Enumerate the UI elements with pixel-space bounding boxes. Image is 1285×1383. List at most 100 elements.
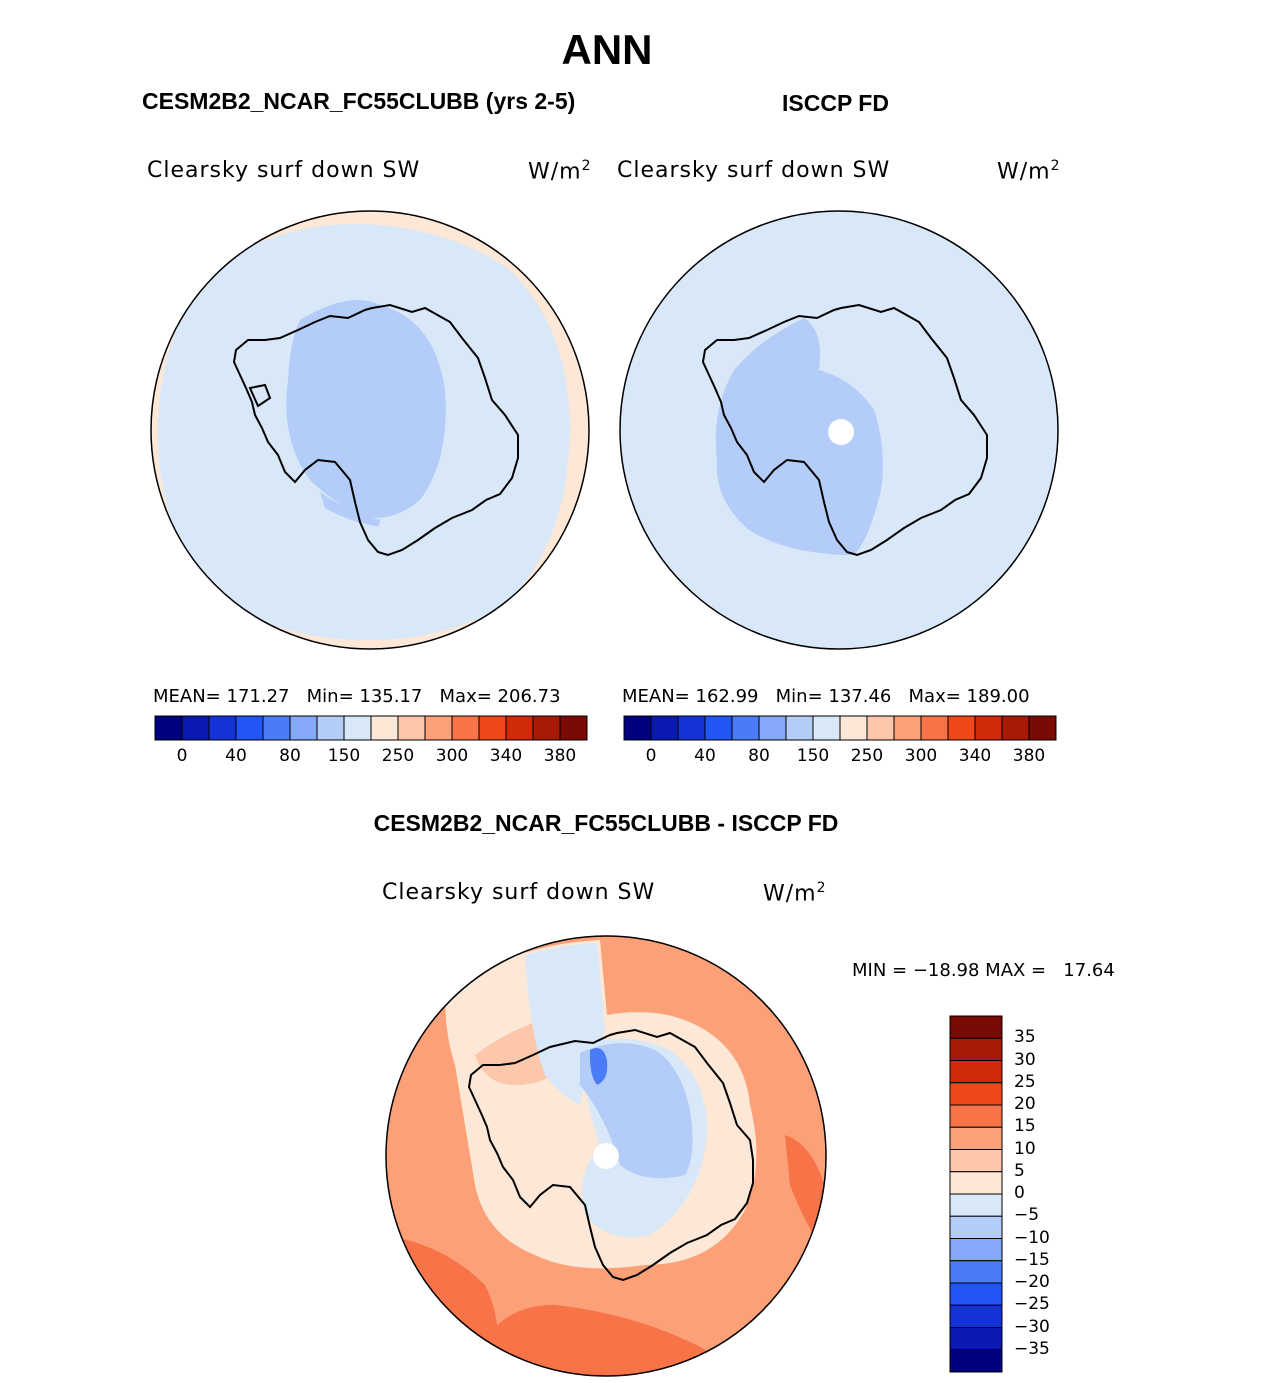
colorbar-swatch [949, 1037, 1003, 1061]
panel2-units: W/m2 [997, 158, 1061, 185]
colorbar-swatch [704, 715, 733, 741]
colorbar-swatch [559, 715, 588, 741]
figure-title: ANN [561, 26, 653, 73]
colorbar-swatch [949, 1082, 1003, 1106]
colorbar-tick-label: 80 [748, 746, 770, 766]
map-fill-blue [286, 300, 446, 518]
colorbar-swatch [949, 1327, 1003, 1351]
colorbar-swatch [262, 715, 291, 741]
colorbar-swatch [478, 715, 507, 741]
map-fill-15-bottom [475, 1305, 715, 1376]
colorbar-swatch [154, 715, 183, 741]
colorbar-swatch [949, 1149, 1003, 1173]
panel1-stats: MEAN= 171.27 Min= 135.17 Max= 206.73 [153, 686, 561, 707]
colorbar-swatch [949, 1215, 1003, 1239]
colorbar-tick-label: 40 [225, 746, 247, 766]
colorbar-tick-label: −5 [1014, 1205, 1040, 1226]
map-border [385, 935, 827, 1377]
colorbar-model [154, 715, 588, 741]
colorbar-swatch [424, 715, 453, 741]
panel1-variable: Clearsky surf down SW [147, 158, 421, 183]
antarctica-coastline [232, 303, 519, 557]
colorbar-tick-label: 5 [1014, 1160, 1025, 1181]
colorbar-obs-labels: 0 40 80 150 250 300 340 380 [624, 746, 1056, 768]
colorbar-tick-label: 380 [543, 746, 577, 766]
panel2-stats: MEAN= 162.99 Min= 137.46 Max= 189.00 [622, 686, 1030, 707]
colorbar-tick-label: 10 [1014, 1138, 1036, 1159]
colorbar-swatch [181, 715, 210, 741]
colorbar-tick-label: 30 [1014, 1049, 1036, 1070]
colorbar-tick-label: 150 [327, 746, 361, 766]
panel3-stats: MIN = −18.98 MAX = 17.64 [852, 960, 1115, 981]
colorbar-swatch [289, 715, 318, 741]
colorbar-tick-label: 380 [1012, 746, 1046, 766]
colorbar-tick-label: 300 [904, 746, 938, 766]
colorbar-obs [623, 715, 1057, 741]
colorbar-swatch [947, 715, 976, 741]
colorbar-tick-label: 20 [1014, 1094, 1036, 1114]
colorbar-difference [949, 1015, 1003, 1373]
antarctica-coastline [701, 303, 988, 557]
colorbar-swatch [623, 715, 652, 741]
diff-subtitle: CESM2B2_NCAR_FC55CLUBB - ISCCP FD [373, 810, 839, 836]
colorbar-tick-label: 300 [435, 746, 469, 766]
colorbar-tick-label: 35 [1014, 1027, 1036, 1048]
colorbar-swatch [343, 715, 372, 741]
colorbar-swatch [532, 715, 561, 741]
colorbar-tick-label: 40 [694, 746, 716, 766]
colorbar-tick-label: 340 [958, 746, 992, 766]
map-fill-neg15 [589, 1047, 608, 1085]
colorbar-swatch [785, 715, 814, 741]
colorbar-swatch [949, 1126, 1003, 1150]
missing-data-pole [593, 1143, 619, 1169]
colorbar-swatch [812, 715, 841, 741]
colorbar-swatch [920, 715, 949, 741]
panel2-variable: Clearsky surf down SW [617, 158, 891, 183]
colorbar-tick-label: 150 [796, 746, 830, 766]
map-fill-blue [715, 318, 883, 555]
colorbar-tick-label: 25 [1014, 1071, 1036, 1092]
colorbar-tick-label: −15 [1014, 1249, 1050, 1270]
colorbar-tick-label: −25 [1014, 1294, 1050, 1315]
colorbar-swatch [949, 1282, 1003, 1306]
map-border [619, 210, 1059, 650]
colorbar-swatch [316, 715, 345, 741]
colorbar-swatch [866, 715, 895, 741]
panel3-variable: Clearsky surf down SW [382, 880, 656, 905]
colorbar-tick-label: 250 [850, 746, 884, 766]
panel1-units: W/m2 [528, 158, 592, 185]
colorbar-tick-label: 340 [489, 746, 523, 766]
colorbar-tick-label: −30 [1014, 1316, 1050, 1337]
colorbar-tick-label: −35 [1014, 1338, 1050, 1359]
obs-subtitle: ISCCP FD [782, 90, 889, 116]
colorbar-tick-label: −20 [1014, 1272, 1050, 1292]
coastline-detail [248, 383, 272, 408]
colorbar-difference-labels: 35 30 25 20 15 10 5 0 −5 −10 −15 −20 −25 −30 −35 [1014, 1016, 1074, 1372]
colorbar-swatch [949, 1060, 1003, 1084]
panel3-units: W/m2 [763, 880, 827, 907]
missing-data-pole [828, 419, 854, 445]
map-border [150, 210, 590, 650]
colorbar-swatch [650, 715, 679, 741]
map-fill-neg5 [580, 1043, 693, 1179]
colorbar-tick-label: 0 [176, 746, 188, 766]
colorbar-swatch [1001, 715, 1030, 741]
antarctica-coastline [467, 1028, 754, 1282]
model-polar-map [150, 210, 590, 650]
colorbar-model-labels: 0 40 80 150 250 300 340 380 [155, 746, 587, 768]
colorbar-swatch [949, 1015, 1003, 1039]
colorbar-swatch [949, 1193, 1003, 1217]
colorbar-swatch [839, 715, 868, 741]
colorbar-tick-label: 80 [279, 746, 301, 766]
colorbar-swatch [208, 715, 237, 741]
colorbar-swatch [949, 1349, 1003, 1373]
colorbar-swatch [949, 1304, 1003, 1328]
map-fill-blue-lobe [320, 492, 380, 527]
difference-polar-map [385, 935, 827, 1377]
colorbar-swatch [949, 1238, 1003, 1262]
colorbar-swatch [370, 715, 399, 741]
colorbar-swatch [731, 715, 760, 741]
colorbar-swatch [758, 715, 787, 741]
colorbar-swatch [397, 715, 426, 741]
colorbar-tick-label: 15 [1014, 1116, 1036, 1137]
